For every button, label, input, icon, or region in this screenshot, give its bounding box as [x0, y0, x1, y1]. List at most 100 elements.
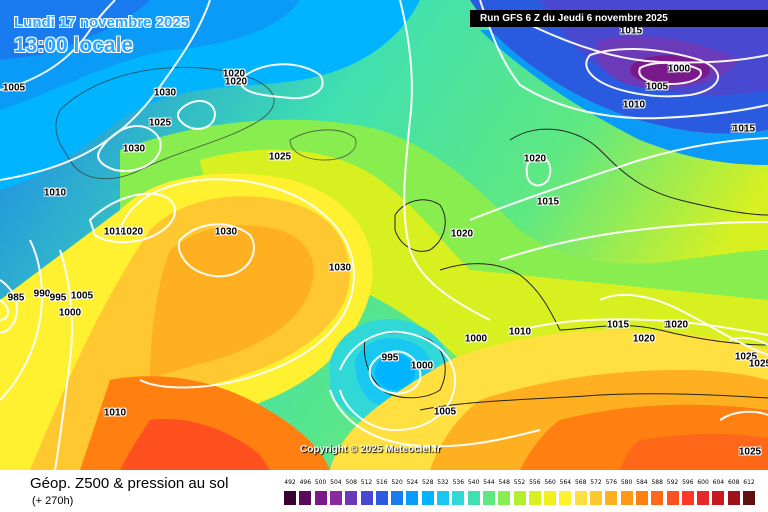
isobar-label: 1015	[606, 319, 630, 331]
forecast-lead-time: (+ 270h)	[32, 495, 74, 507]
isobar-label: 1020	[222, 68, 246, 80]
isobar-label: 1015	[536, 196, 560, 208]
scale-label: 508	[345, 479, 357, 486]
scale-swatch	[681, 491, 694, 505]
scale-swatch	[590, 491, 602, 505]
scale-swatch	[360, 491, 373, 505]
scale-swatch	[299, 491, 312, 505]
forecast-local-time: 13:00 locale	[14, 34, 134, 57]
isobar-label: 1010	[622, 99, 646, 111]
scale-label: 588	[651, 479, 663, 486]
isobar-label: 1005	[2, 82, 26, 94]
isobar-label: 1020	[450, 228, 474, 240]
scale-label: 516	[376, 479, 388, 486]
scale-label: 524	[406, 479, 419, 486]
scale-label: 528	[421, 479, 434, 486]
scale-label: 592	[666, 479, 679, 486]
isobar-label: 1020	[224, 76, 248, 88]
isobar-label: 1025	[268, 151, 292, 163]
isobar-label: 1000	[58, 307, 82, 319]
scale-swatch	[513, 491, 526, 505]
copyright: Copyright © 2025 Meteociel.fr	[300, 444, 441, 455]
scale-label: 512	[360, 479, 373, 486]
scale-label: 600	[697, 479, 709, 486]
scale-swatch	[743, 491, 755, 505]
scale-swatch	[666, 491, 679, 505]
isobar-label: 1030	[328, 262, 352, 274]
weather-map: 1005 1030 1020 1020 1025 1030 1025 1010 …	[0, 0, 768, 470]
isobar-label: 1025	[748, 358, 768, 370]
scale-label: 556	[529, 479, 541, 486]
forecast-date: Lundi 17 novembre 2025	[14, 14, 190, 31]
scale-label: 540	[467, 479, 480, 486]
scale-label: 496	[299, 479, 312, 486]
scale-swatch	[437, 491, 449, 505]
scale-swatch	[574, 491, 587, 505]
isobar-label: 1020	[665, 319, 689, 331]
isobar-label: 1000	[410, 360, 434, 372]
scale-swatch	[375, 491, 388, 505]
isobar-label: 1005	[433, 406, 457, 418]
scale-swatch	[635, 491, 648, 505]
scale-label: 580	[620, 479, 633, 486]
scale-label: 584	[636, 479, 648, 486]
isobar-label: 1020	[523, 153, 547, 165]
scale-label: 572	[590, 479, 602, 486]
isobar-label: 1020	[632, 333, 656, 345]
scale-label: 560	[544, 479, 556, 486]
scale-label: 608	[727, 479, 740, 486]
model-run-label: Run GFS 6 Z du Jeudi 6 novembre 2025	[470, 10, 768, 27]
scale-swatch	[651, 491, 664, 505]
isobar-label: 1025	[738, 446, 762, 458]
scale-label: 500	[314, 479, 327, 486]
scale-swatch	[314, 491, 327, 505]
scale-label: 520	[391, 479, 403, 486]
isobar-label: 985	[7, 292, 25, 304]
scale-swatch	[345, 491, 358, 505]
isobar-label: 1000	[464, 333, 488, 345]
isobar-label: 995	[381, 352, 399, 364]
scale-swatch	[284, 491, 296, 505]
scale-swatch	[406, 491, 419, 505]
scale-swatch	[712, 491, 725, 505]
isobar-label: 1015	[619, 25, 643, 37]
isobar-label: 1005	[645, 81, 669, 93]
isobar-label: 1025	[148, 117, 172, 129]
scale-swatch	[697, 491, 710, 505]
isobar-label: 1030	[153, 87, 177, 99]
scale-label: 532	[437, 479, 449, 486]
isobar-label: 1015	[732, 123, 756, 135]
isobar-label: 995	[49, 292, 67, 304]
scale-swatch	[421, 491, 434, 505]
scale-swatch	[605, 491, 618, 505]
scale-swatch	[620, 491, 633, 505]
geopotential-field	[0, 0, 768, 470]
scale-label: 548	[498, 479, 510, 486]
scale-label: 564	[559, 479, 572, 486]
scale-label: 576	[605, 479, 618, 486]
isobar-label: 1020	[120, 226, 144, 238]
isobar-label: 1020	[663, 319, 687, 331]
scale-label: 596	[682, 479, 694, 486]
scale-swatch	[467, 491, 480, 505]
scale-swatch	[329, 491, 342, 505]
isobar-label: 1005	[70, 290, 94, 302]
isobar-label: 990	[33, 288, 51, 300]
isobar-label: 1025	[734, 351, 758, 363]
isobar-label: 1010	[508, 326, 532, 338]
isobar-label: 1010	[43, 187, 67, 199]
scale-label: 492	[284, 479, 296, 486]
isobar-label: 1030	[122, 143, 146, 155]
scale-swatch	[528, 491, 541, 505]
scale-label: 536	[452, 479, 465, 486]
scale-swatch	[391, 491, 404, 505]
scale-swatch	[559, 491, 572, 505]
scale-swatch	[544, 491, 557, 505]
scale-label: 504	[330, 479, 342, 486]
scale-swatch	[727, 491, 740, 505]
isobar-label: 1030	[214, 226, 238, 238]
scale-label: 612	[743, 479, 755, 486]
map-title: Géop. Z500 & pression au sol	[30, 475, 229, 492]
scale-swatch	[482, 491, 495, 505]
scale-label: 568	[574, 479, 587, 486]
